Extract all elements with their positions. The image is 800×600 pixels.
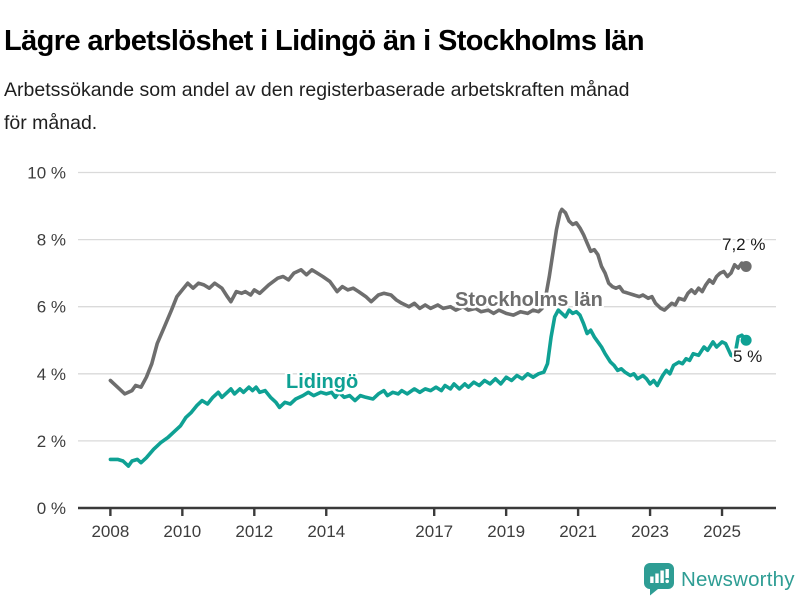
line-stockholms-l-n bbox=[108, 207, 748, 396]
series-label-stockholms-l-n: Stockholms län bbox=[455, 289, 603, 311]
series-label-liding-: Lidingö bbox=[286, 371, 358, 393]
x-tick-label-2019: 2019 bbox=[487, 522, 525, 541]
y-tick-label-6: 6 % bbox=[37, 298, 66, 317]
x-tick-label-2014: 2014 bbox=[307, 522, 345, 541]
x-tick-label-2008: 2008 bbox=[91, 522, 129, 541]
y-tick-label-8: 8 % bbox=[37, 231, 66, 250]
y-tick-label-4: 4 % bbox=[37, 365, 66, 384]
chart-title: Lägre arbetslöshet i Lidingö än i Stockh… bbox=[4, 25, 645, 58]
chart-subtitle: Arbetssökande som andel av den registerb… bbox=[4, 74, 784, 140]
end-dot-liding- bbox=[740, 334, 752, 346]
x-tick-label-2023: 2023 bbox=[631, 522, 669, 541]
x-tick-label-2021: 2021 bbox=[559, 522, 597, 541]
y-tick-label-0: 0 % bbox=[37, 499, 66, 518]
x-tick-label-2025: 2025 bbox=[703, 522, 741, 541]
line-liding- bbox=[108, 308, 748, 468]
x-tick-label-2010: 2010 bbox=[163, 522, 201, 541]
end-value-label-stockholms-l-n: 7,2 % bbox=[722, 235, 765, 254]
chart-subtitle-line2: för månad. bbox=[4, 112, 98, 134]
newsworthy-bar-chart-bubble-icon bbox=[644, 563, 674, 596]
y-tick-label-2: 2 % bbox=[37, 432, 66, 451]
brand-name: Newsworthy bbox=[681, 567, 795, 591]
end-value-label-liding-: 5 % bbox=[733, 347, 762, 366]
chart-subtitle-line1: Arbetssökande som andel av den registerb… bbox=[4, 79, 630, 101]
x-tick-label-2012: 2012 bbox=[235, 522, 273, 541]
newsworthy-logo: Newsworthy bbox=[644, 563, 795, 596]
end-dot-stockholms-l-n bbox=[740, 260, 752, 272]
y-tick-label-10: 10 % bbox=[27, 164, 66, 183]
x-tick-label-2017: 2017 bbox=[415, 522, 453, 541]
